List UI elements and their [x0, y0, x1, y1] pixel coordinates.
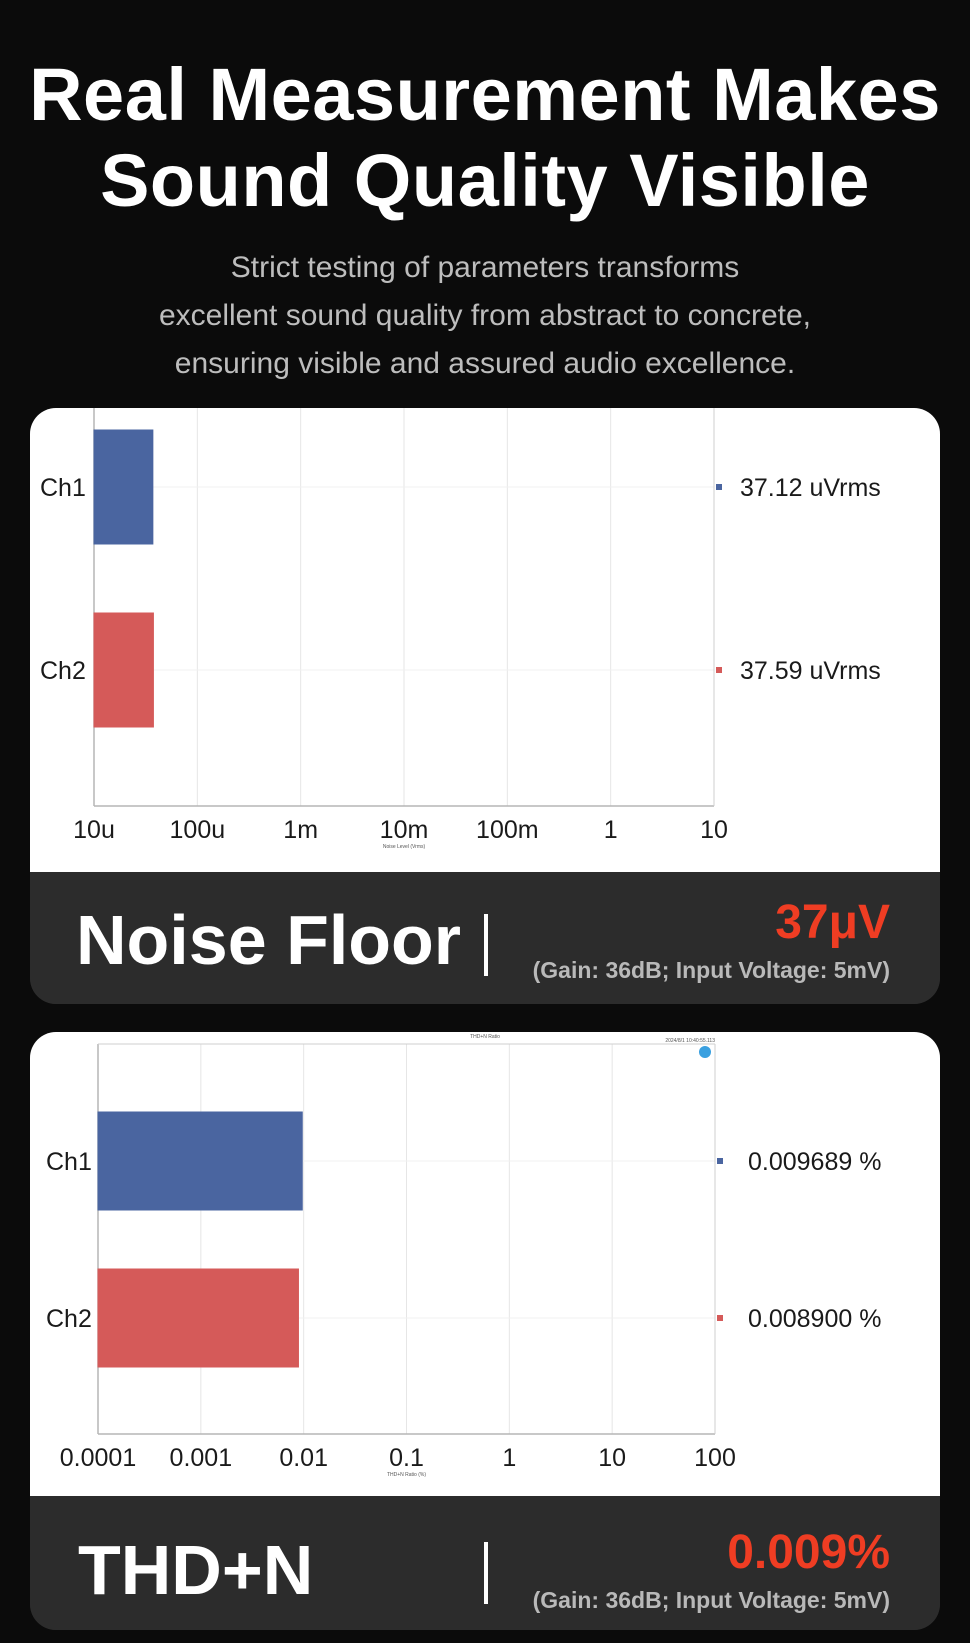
- thdn-chart: THD+N Ratio 2024/8/1 10:40:55.113 Ch1 Ch2 0.…: [46, 1034, 881, 1478]
- bar-ch1: [93, 429, 154, 545]
- title-line-1: Real Measurement Makes: [29, 53, 941, 136]
- x-axis-label: THD+N Ratio (%): [387, 1472, 426, 1478]
- tick-label: 100m: [476, 816, 539, 844]
- value-label: 0.009689 %: [748, 1148, 881, 1176]
- chart-timestamp: 2024/8/1 10:40:55.113: [665, 1038, 715, 1044]
- noise-floor-card: Ch1 Ch2 37.12 uVrms 37.59 uVrms 10u 100u 1m 10m…: [30, 408, 940, 1004]
- value-label: 37.12 uVrms: [740, 474, 881, 502]
- category-label: Ch2: [46, 1305, 92, 1333]
- legend-marker: [717, 1315, 723, 1321]
- thdn-note: (Gain: 36dB; Input Voltage: 5mV): [532, 1587, 890, 1613]
- tick-label: 10: [598, 1444, 626, 1472]
- tick-label: 1m: [283, 816, 318, 844]
- thdn-label: THD+N: [78, 1531, 314, 1609]
- tick-label: 0.001: [170, 1444, 233, 1472]
- legend-marker: [716, 484, 722, 490]
- title-line-2: Sound Quality Visible: [100, 139, 870, 222]
- noise-chart-panel: Ch1 Ch2 37.12 uVrms 37.59 uVrms 10u 100u 1m 10m…: [30, 408, 940, 872]
- category-label: Ch1: [46, 1148, 92, 1176]
- tick-label: 100: [694, 1444, 736, 1472]
- tick-label: 1: [502, 1444, 516, 1472]
- tick-label: 10u: [73, 816, 115, 844]
- thdn-banner: THD+N 0.009% (Gain: 36dB; Input Voltage:…: [30, 1496, 940, 1630]
- noise-floor-banner: Noise Floor 37μV (Gain: 36dB; Input Volt…: [30, 872, 940, 1004]
- tick-label: 100u: [170, 816, 226, 844]
- noise-floor-divider: [484, 914, 488, 976]
- value-label: 37.59 uVrms: [740, 657, 881, 685]
- tick-label: 1: [604, 816, 618, 844]
- bar-ch1: [97, 1111, 303, 1211]
- tick-label: 10m: [380, 816, 429, 844]
- category-label: Ch2: [40, 657, 86, 685]
- thdn-divider: [484, 1542, 488, 1604]
- tick-label: 0.1: [389, 1444, 424, 1472]
- thdn-card: THD+N Ratio 2024/8/1 10:40:55.113 Ch1 Ch2 0.…: [30, 1032, 940, 1630]
- subtitle-line-2: excellent sound quality from abstract to…: [158, 299, 811, 332]
- legend-marker: [717, 1158, 723, 1164]
- value-label: 0.008900 %: [748, 1305, 881, 1333]
- tick-label: 10: [700, 816, 728, 844]
- thdn-chart-panel: THD+N Ratio 2024/8/1 10:40:55.113 Ch1 Ch2 0.…: [30, 1032, 940, 1496]
- analyzer-logo-icon: [699, 1046, 711, 1058]
- noise-floor-value: 37μV: [775, 896, 890, 949]
- subtitle-line-1: Strict testing of parameters transforms: [230, 251, 740, 284]
- noise-floor-chart: Ch1 Ch2 37.12 uVrms 37.59 uVrms 10u 100u 1m 10m…: [40, 408, 881, 850]
- tick-label: 0.01: [279, 1444, 328, 1472]
- legend-marker: [716, 667, 722, 673]
- bar-ch2: [97, 1268, 299, 1368]
- chart-title: THD+N Ratio: [470, 1034, 500, 1040]
- tick-label: 0.0001: [60, 1444, 136, 1472]
- bar-ch2: [93, 612, 154, 728]
- subtitle-line-3: ensuring visible and assured audio excel…: [174, 347, 796, 380]
- page-subtitle: Strict testing of parameters transforms …: [0, 244, 970, 388]
- noise-floor-label: Noise Floor: [76, 901, 462, 979]
- x-axis-label: Noise Level (Vrms): [383, 844, 426, 850]
- page-title: Real Measurement Makes Sound Quality Vis…: [0, 52, 970, 224]
- category-label: Ch1: [40, 474, 86, 502]
- thdn-value: 0.009%: [727, 1526, 890, 1579]
- noise-floor-note: (Gain: 36dB; Input Voltage: 5mV): [532, 957, 890, 983]
